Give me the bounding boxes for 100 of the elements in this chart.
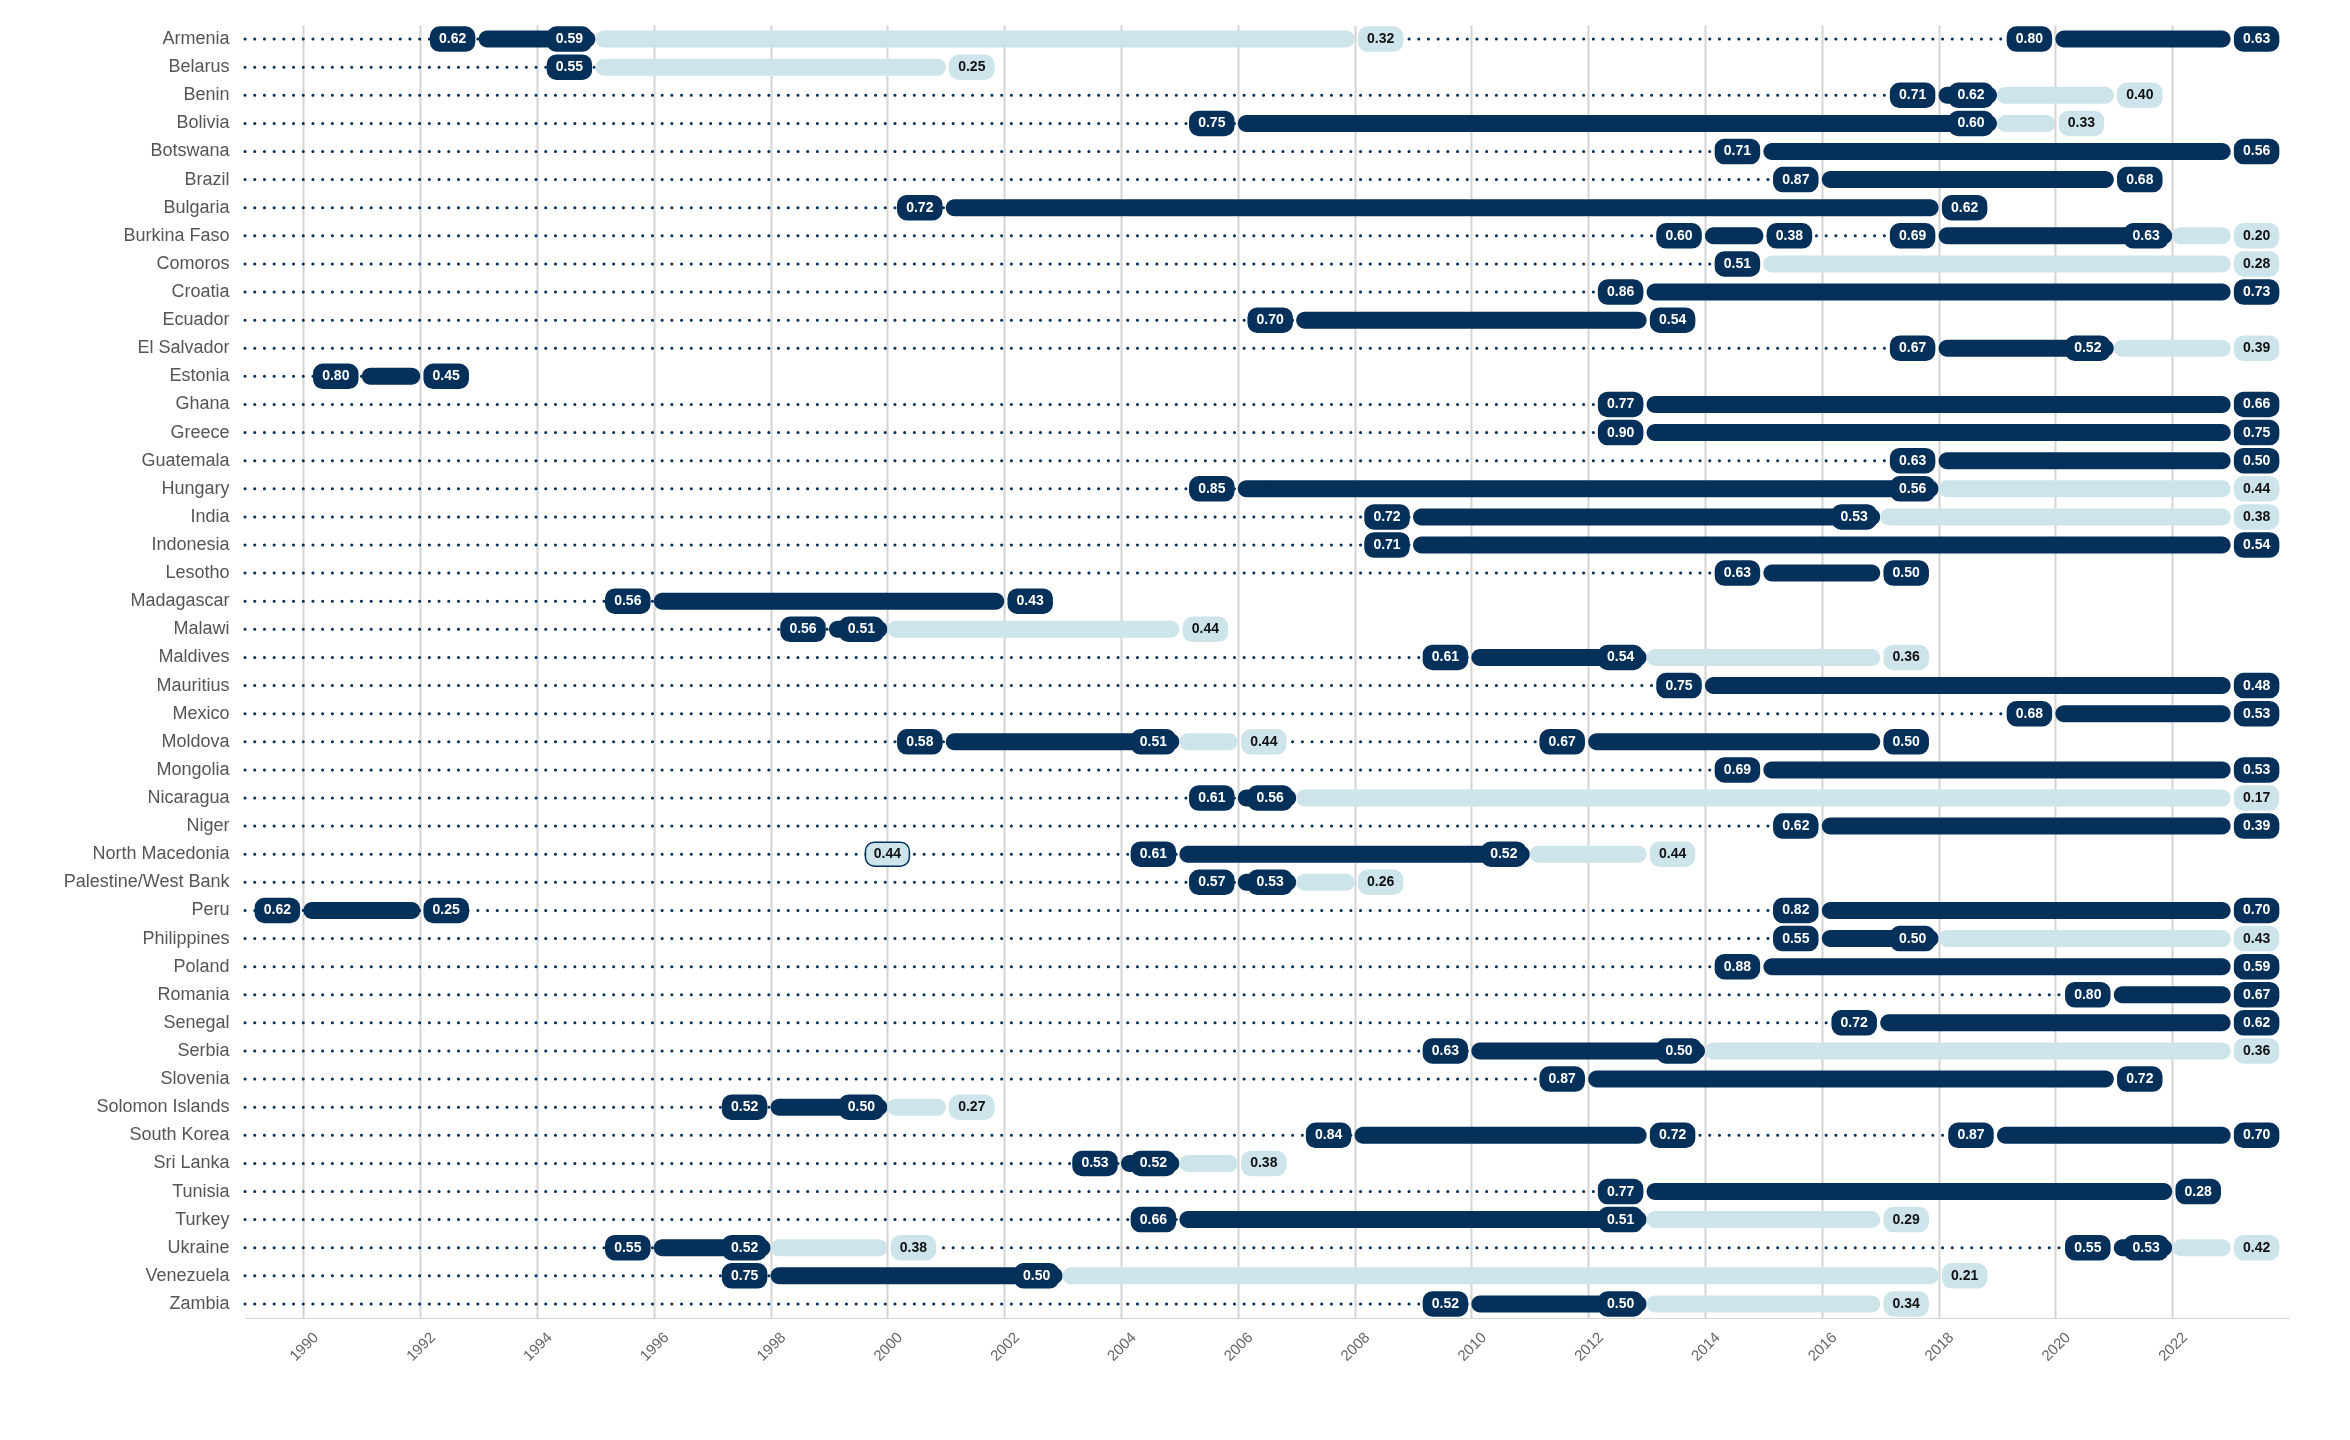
annotation: 0.61 [1431,648,1460,665]
annotation: 0.80 [2074,985,2102,1002]
y-tick-label: Armenia [162,28,231,49]
annotation: 0.62 [2242,1013,2271,1030]
y-tick-label: Maldives [158,646,230,667]
annotation: 0.38 [1775,226,1804,243]
annotation: 0.50 [1665,1041,1693,1058]
annotation: 0.56 [2242,142,2271,159]
annotation: 0.70 [2242,1126,2271,1143]
annotation: 0.75 [730,1266,759,1283]
y-tick-label: Burkina Faso [123,224,230,245]
annotation: 0.52 [1431,1294,1460,1311]
y-tick-label: Ghana [175,393,231,414]
annotation: 0.33 [2067,114,2096,131]
annotation: 0.50 [1606,1294,1635,1311]
annotation: 0.34 [1892,1294,1921,1311]
annotation: 0.53 [1081,1154,1109,1171]
annotation: 0.54 [2242,536,2271,553]
y-tick-label: Ukraine [167,1236,230,1257]
y-tick-label: Senegal [163,1011,230,1032]
annotation: 0.52 [730,1098,759,1115]
annotation: 0.62 [438,30,467,47]
annotation: 0.26 [1366,873,1395,890]
annotation: 0.50 [2242,451,2271,468]
annotation: 0.52 [1490,845,1518,862]
annotation: 0.72 [1840,1013,1869,1030]
annotation: 0.88 [1723,957,1752,974]
y-tick-label: Belarus [168,56,230,77]
y-tick-label: Brazil [184,168,230,189]
y-tick-label: Estonia [169,365,231,386]
y-tick-label: Philippines [142,927,230,948]
y-tick-label: Mauritius [156,674,230,695]
annotation: 0.61 [1139,845,1168,862]
annotation: 0.86 [1606,283,1635,300]
annotation: 0.51 [1723,254,1752,271]
annotation: 0.82 [1782,901,1810,918]
annotation: 0.36 [1892,648,1921,665]
annotation: 0.28 [2184,1182,2213,1199]
annotation: 0.53 [2242,704,2271,721]
annotation: 0.48 [2242,676,2271,693]
annotation: 0.56 [614,592,642,609]
annotation: 0.66 [1139,1210,1168,1227]
annotation: 0.62 [1782,817,1810,834]
annotation: 0.17 [2242,788,2271,805]
y-tick-label: Botswana [150,140,231,161]
annotation: 0.29 [1892,1210,1921,1227]
annotation: 0.32 [1366,30,1395,47]
annotation: 0.56 [789,620,817,637]
annotation: 0.87 [1782,170,1810,187]
annotation: 0.21 [1950,1266,1979,1283]
y-tick-label: Niger [186,815,230,836]
annotation: 0.39 [2242,817,2271,834]
annotation: 0.50 [1892,732,1921,749]
annotation: 0.71 [1723,142,1752,159]
y-tick-label: Romania [157,983,231,1004]
annotation: 0.42 [2242,1238,2271,1255]
annotation: 0.56 [1898,479,1927,496]
y-tick-label: India [190,505,231,526]
annotation: 0.50 [847,1098,876,1115]
y-tick-label: Croatia [171,281,231,302]
y-tick-label: Benin [183,84,230,105]
y-tick-label: Solomon Islands [96,1096,230,1117]
y-tick-label: Serbia [177,1039,231,1060]
y-tick-label: Malawi [173,618,230,639]
y-tick-label: Zambia [169,1292,231,1313]
annotation: 0.28 [2242,254,2271,271]
annotation: 0.54 [1658,311,1687,328]
annotation: 0.69 [1898,226,1927,243]
y-tick-label: Madagascar [130,590,230,611]
annotation: 0.87 [1957,1126,1985,1143]
annotation: 0.63 [2242,30,2271,47]
annotation: 0.71 [1373,536,1401,553]
annotation: 0.25 [432,901,461,918]
annotation: 0.63 [1431,1041,1460,1058]
annotation: 0.63 [1723,564,1752,581]
annotation: 0.38 [899,1238,928,1255]
annotation: 0.44 [1250,732,1278,749]
annotation: 0.38 [2242,507,2271,524]
annotation: 0.75 [2242,423,2271,440]
annotation: 0.70 [2242,901,2271,918]
annotation: 0.68 [2015,704,2044,721]
annotation: 0.67 [1898,339,1927,356]
annotation: 0.55 [614,1238,642,1255]
annotation: 0.55 [1782,929,1810,946]
y-tick-label: Palestine/West Bank [63,871,231,892]
annotation: 0.68 [2126,170,2154,187]
annotation: 0.67 [1548,732,1577,749]
annotation: 0.77 [1606,1182,1635,1199]
y-tick-label: Nicaragua [147,786,231,807]
annotation: 0.69 [1723,760,1752,777]
annotation: 0.90 [1606,423,1635,440]
y-tick-label: Guatemala [141,449,231,470]
annotation: 0.75 [1198,114,1226,131]
annotation: 0.55 [555,58,584,75]
annotation: 0.55 [2074,1238,2102,1255]
annotation: 0.72 [1658,1126,1687,1143]
annotation: 0.52 [730,1238,759,1255]
y-tick-label: Tunisia [172,1180,231,1201]
annotation: 0.53 [2242,760,2271,777]
annotation: 0.51 [1606,1210,1635,1227]
